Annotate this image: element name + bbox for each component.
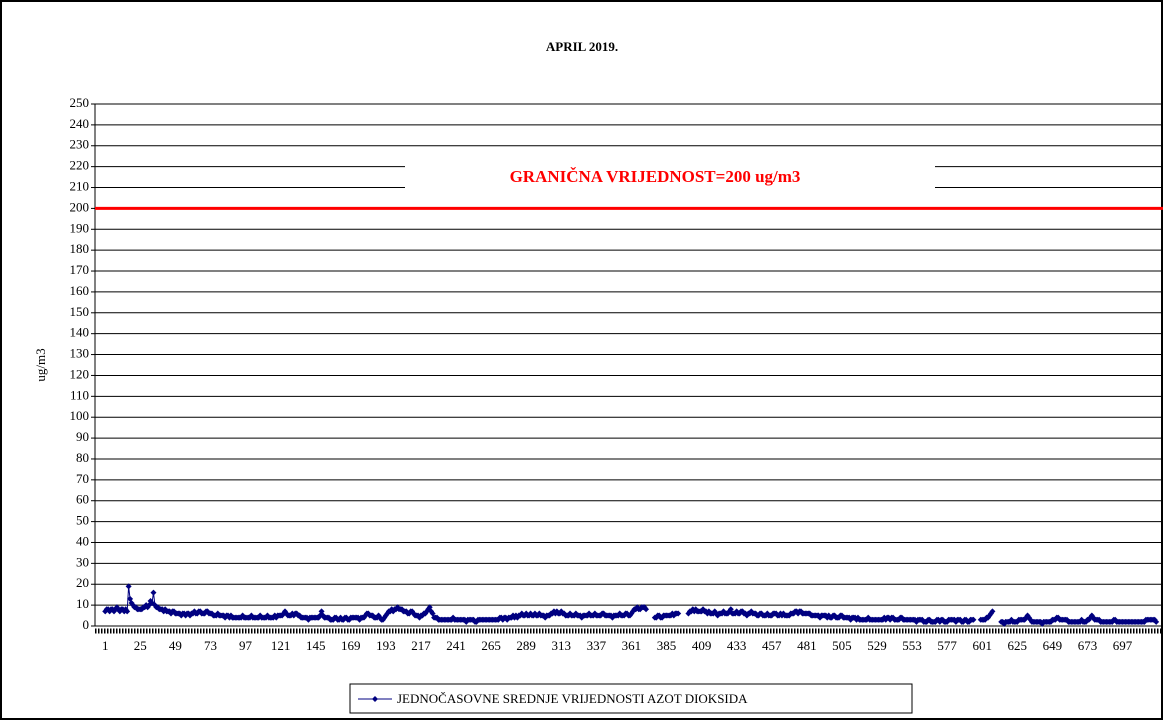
x-tick-label: 49: [169, 638, 182, 653]
y-tick-label: 70: [76, 471, 89, 486]
legend-label: JEDNOČASOVNE SREDNJE VRIJEDNOSTI AZOT DI…: [397, 691, 748, 706]
y-tick-label: 240: [70, 116, 90, 131]
y-tick-label: 190: [70, 220, 90, 235]
y-tick-label: 30: [76, 554, 89, 569]
y-axis-label: ug/m3: [33, 348, 48, 381]
x-tick-label: 409: [692, 638, 712, 653]
y-tick-label: 110: [70, 387, 89, 402]
legend: [349, 683, 913, 714]
plot: [95, 206, 1163, 627]
y-tick-label: 0: [83, 617, 90, 632]
x-tick-label: 361: [622, 638, 642, 653]
x-tick-label: 673: [1078, 638, 1098, 653]
data-point: [643, 606, 650, 613]
x-tick-label: 145: [306, 638, 326, 653]
y-tick-label: 220: [70, 158, 90, 173]
data-point: [150, 589, 157, 596]
x-tick-label: 505: [832, 638, 852, 653]
x-tick-label: 697: [1113, 638, 1133, 653]
annotation-bg: [405, 164, 935, 190]
x-tick-label: 241: [446, 638, 466, 653]
chart-title: APRIL 2019.: [546, 39, 618, 54]
y-tick-label: 50: [76, 513, 89, 528]
y-tick-label: 90: [76, 429, 89, 444]
x-tick-label: 121: [271, 638, 291, 653]
x-tick-label: 433: [727, 638, 747, 653]
x-tick-label: 553: [902, 638, 922, 653]
x-tick-label: 1: [102, 638, 109, 653]
y-tick-label: 100: [70, 408, 90, 423]
x-tick-label: 625: [1008, 638, 1028, 653]
x-tick-label: 97: [239, 638, 253, 653]
x-tick-label: 217: [411, 638, 431, 653]
y-tick-label: 230: [70, 137, 90, 152]
threshold-label: GRANIČNA VRIJEDNOST=200 ug/m3: [510, 167, 801, 186]
data-point: [970, 616, 977, 623]
x-tick-label: 577: [937, 638, 957, 653]
x-tick-label: 457: [762, 638, 782, 653]
x-tick-label: 385: [657, 638, 677, 653]
y-tick-label: 10: [76, 596, 89, 611]
x-tick-label: 169: [341, 638, 361, 653]
y-tick-label: 210: [70, 179, 90, 194]
x-tick-label: 337: [587, 638, 607, 653]
data-point: [675, 610, 682, 617]
x-tick-label: 601: [972, 638, 992, 653]
y-tick-label: 20: [76, 575, 89, 590]
y-tick-label: 160: [70, 283, 90, 298]
y-tick-label: 120: [70, 366, 90, 381]
y-tick-label: 150: [70, 304, 90, 319]
y-tick-label: 200: [70, 199, 90, 214]
x-tick-label: 481: [797, 638, 817, 653]
y-tick-label: 170: [70, 262, 90, 277]
y-tick-label: 180: [70, 241, 90, 256]
y-tick-label: 130: [70, 346, 90, 361]
y-tick-label: 60: [76, 492, 89, 507]
x-tick-label: 73: [204, 638, 217, 653]
y-tick-label: 40: [76, 533, 89, 548]
legend-marker: [372, 696, 378, 702]
data-point: [125, 583, 132, 590]
y-tick-label: 140: [70, 325, 90, 340]
data-point: [1153, 618, 1160, 625]
x-tick-label: 313: [552, 638, 572, 653]
x-tick-label: 193: [376, 638, 396, 653]
x-tick-label: 289: [516, 638, 536, 653]
x-tick-label: 529: [867, 638, 887, 653]
x-tick-label: 25: [134, 638, 147, 653]
data-point: [989, 608, 996, 615]
y-tick-label: 80: [76, 450, 89, 465]
y-tick-label: 250: [70, 95, 90, 110]
x-tick-label: 265: [481, 638, 501, 653]
data-point: [124, 608, 131, 615]
x-tick-label: 649: [1043, 638, 1063, 653]
